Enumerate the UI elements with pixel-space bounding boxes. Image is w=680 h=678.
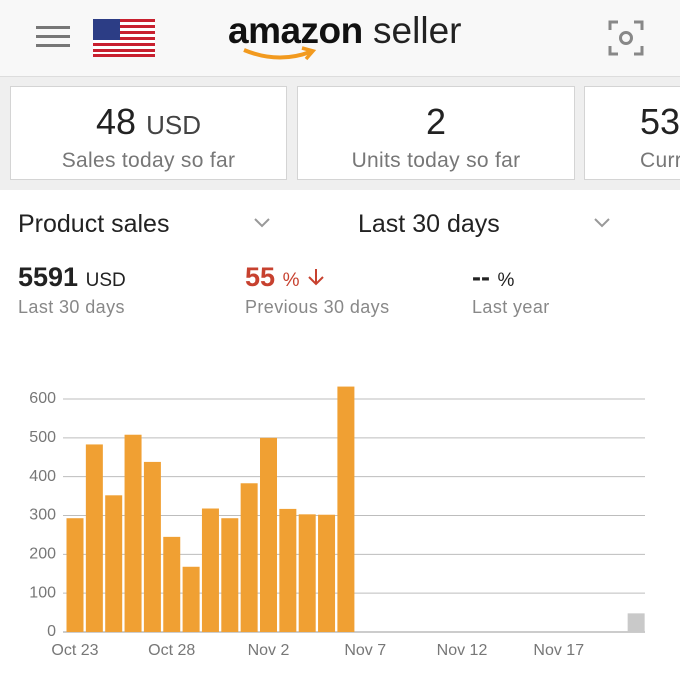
chevron [254,218,270,228]
card-label: Sales today so far [61,149,236,172]
chevron [594,218,610,228]
bar [143,461,161,632]
bar [627,613,645,632]
app-header: amazon seller [0,0,680,77]
card-value: 2 [425,101,447,142]
bar [221,518,239,632]
stat-unit: % [497,270,515,291]
bar [298,514,316,632]
balance-card[interactable]: 53 Curr [584,86,680,180]
sales-card[interactable]: 48 USD Sales today so far [10,86,287,180]
card-unit: USD [146,110,201,140]
x-tick-label: Nov 12 [437,642,488,659]
stat-value: 55 % [245,262,325,293]
bar [240,483,258,632]
stat-number: 5591 [18,262,79,292]
metric-select[interactable]: Product sales [18,210,170,238]
stat-value: -- % [472,262,514,293]
card-label: Curr [640,149,680,172]
country-flag[interactable] [93,19,155,57]
scan-icon[interactable] [608,20,644,56]
y-tick-label: 200 [29,546,56,563]
stat-unit: USD [85,270,126,291]
bar [124,434,142,632]
menu-icon[interactable] [36,24,72,50]
stat-label: Last year [472,297,550,317]
y-tick-label: 600 [29,390,56,407]
bar [163,536,181,632]
stat-label: Previous 30 days [245,297,390,317]
logo: amazon seller [228,10,461,52]
bar [201,508,219,632]
y-tick-label: 400 [29,468,56,485]
y-tick-label: 0 [47,623,56,640]
card-value: 53 [640,101,680,142]
x-tick-label: Nov 17 [533,642,584,659]
stat-value: 5591 USD [18,262,126,293]
down-arrow [308,269,324,286]
card-value: 48 [96,101,137,142]
x-tick-label: Nov 7 [344,642,386,659]
y-tick-label: 300 [29,507,56,524]
bar [279,508,297,632]
bar [182,566,200,632]
logo-word: amazon [228,10,363,51]
stat-number: 55 [245,262,276,292]
stat-label: Last 30 days [18,297,125,317]
x-tick-label: Nov 2 [248,642,290,659]
units-card[interactable]: 2 Units today so far [297,86,575,180]
x-tick-label: Oct 23 [51,642,98,659]
bar [85,444,103,632]
logo-suffix: seller [373,10,462,51]
period-select[interactable]: Last 30 days [358,210,500,238]
x-tick-label: Oct 28 [148,642,195,659]
bar [105,495,123,632]
bar [337,386,355,632]
stat-number: -- [472,262,490,292]
stat-unit: % [282,270,300,291]
bar [260,437,277,632]
card-label: Units today so far [351,149,521,172]
bar [66,518,84,632]
logo-smile [243,46,317,61]
y-tick-label: 100 [29,584,56,601]
bar [318,514,336,632]
y-tick-label: 500 [29,429,56,446]
